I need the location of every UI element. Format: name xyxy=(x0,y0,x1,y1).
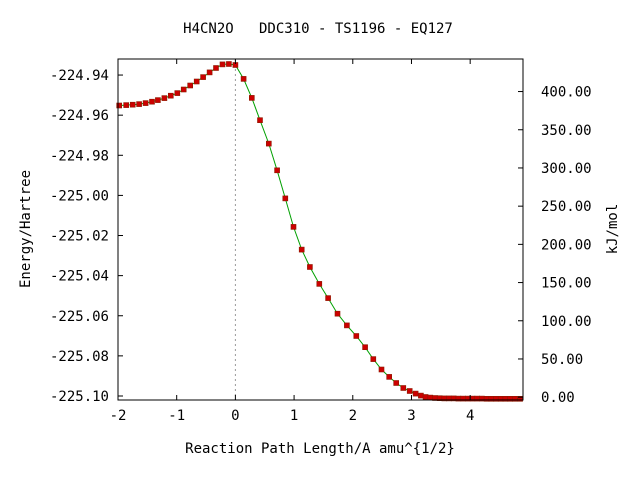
data-point xyxy=(412,390,419,397)
x-axis-title: Reaction Path Length/A amu^{1/2} xyxy=(185,441,455,457)
y2-tick-label: 100.00 xyxy=(541,314,592,330)
data-point xyxy=(378,366,385,373)
data-point xyxy=(174,90,181,96)
data-point xyxy=(129,101,136,108)
y-tick-label: -224.96 xyxy=(50,108,109,124)
data-point xyxy=(422,394,429,400)
y-axis-left: -224.94 -224.96 -224.98 -225.00 -225.02 -225.… xyxy=(50,68,123,405)
data-point xyxy=(213,65,219,71)
data-point xyxy=(511,395,518,402)
data-point xyxy=(290,224,297,230)
data-point xyxy=(362,344,368,351)
data-point xyxy=(123,102,129,108)
x-tick-label: -2 xyxy=(110,408,127,424)
data-point xyxy=(298,246,305,253)
data-point xyxy=(427,394,434,401)
plot-frame xyxy=(117,58,524,401)
data-point xyxy=(483,395,490,402)
data-point xyxy=(161,95,168,101)
x-tick-label: 1 xyxy=(290,408,298,424)
data-point xyxy=(307,264,313,270)
y-axis-title: Energy/Hartree xyxy=(18,170,34,288)
x-tick-label: 3 xyxy=(407,408,415,424)
y-tick-label: -224.94 xyxy=(50,68,109,84)
x-tick-label: -1 xyxy=(168,408,185,424)
data-point xyxy=(386,374,393,380)
data-point xyxy=(142,100,149,106)
data-point xyxy=(187,82,193,89)
data-point xyxy=(502,395,509,402)
y-tick-label: -225.04 xyxy=(50,269,109,285)
data-point xyxy=(249,95,255,101)
y2-tick-label: 400.00 xyxy=(541,85,592,101)
data-point xyxy=(116,102,122,109)
data-point xyxy=(219,61,226,68)
data-point xyxy=(370,356,377,362)
data-point xyxy=(507,395,513,402)
data-point xyxy=(282,195,289,202)
data-point xyxy=(274,167,280,174)
data-point xyxy=(136,101,142,107)
data-point xyxy=(265,140,272,147)
y2-axis-title: kJ/mol xyxy=(605,204,621,255)
data-point xyxy=(393,380,400,386)
y-tick-label: -225.02 xyxy=(50,229,109,245)
data-point xyxy=(400,385,407,391)
y2-tick-label: 50.00 xyxy=(541,352,583,368)
x-tick-label: 4 xyxy=(466,408,474,424)
y-tick-label: -225.00 xyxy=(50,188,109,204)
y-tick-label: -225.06 xyxy=(50,309,109,325)
data-point xyxy=(240,76,247,82)
data-point xyxy=(325,295,331,301)
data-point xyxy=(334,310,341,317)
y2-tick-label: 350.00 xyxy=(541,123,592,139)
data-point xyxy=(149,98,155,105)
x-axis: -2 -1 0 1 2 3 4 xyxy=(110,59,474,424)
data-point xyxy=(316,281,323,287)
data-point xyxy=(226,61,232,67)
data-point xyxy=(488,395,495,402)
data-point xyxy=(200,74,206,80)
data-point xyxy=(353,333,360,339)
y2-tick-label: 300.00 xyxy=(541,161,592,177)
x-tick-label: 2 xyxy=(349,408,357,424)
data-point xyxy=(257,117,263,123)
y2-tick-label: 250.00 xyxy=(541,199,592,215)
data-point xyxy=(406,388,413,394)
y-tick-label: -224.98 xyxy=(50,148,109,164)
data-point xyxy=(180,86,187,93)
y2-tick-label: 200.00 xyxy=(541,237,592,253)
y-tick-label: -225.10 xyxy=(50,389,109,405)
x-tick-label: 0 xyxy=(231,408,239,424)
data-point xyxy=(497,395,504,402)
y2-tick-label: 0.00 xyxy=(541,390,575,406)
y2-tick-label: 150.00 xyxy=(541,276,592,292)
data-point xyxy=(418,392,424,399)
data-point xyxy=(193,78,200,85)
y-axis-right: 0.00 50.00 100.00 150.00 200.00 250.00 300.00 3… xyxy=(518,85,592,406)
data-point xyxy=(155,97,161,103)
series-layer xyxy=(116,61,523,402)
data-point xyxy=(344,322,350,329)
data-point xyxy=(168,92,174,99)
data-point xyxy=(206,69,213,76)
chart-title: H4CN2O DDC310 - TS1196 - EQ127 xyxy=(183,21,453,37)
y-tick-label: -225.08 xyxy=(50,349,109,365)
data-point xyxy=(493,395,499,402)
